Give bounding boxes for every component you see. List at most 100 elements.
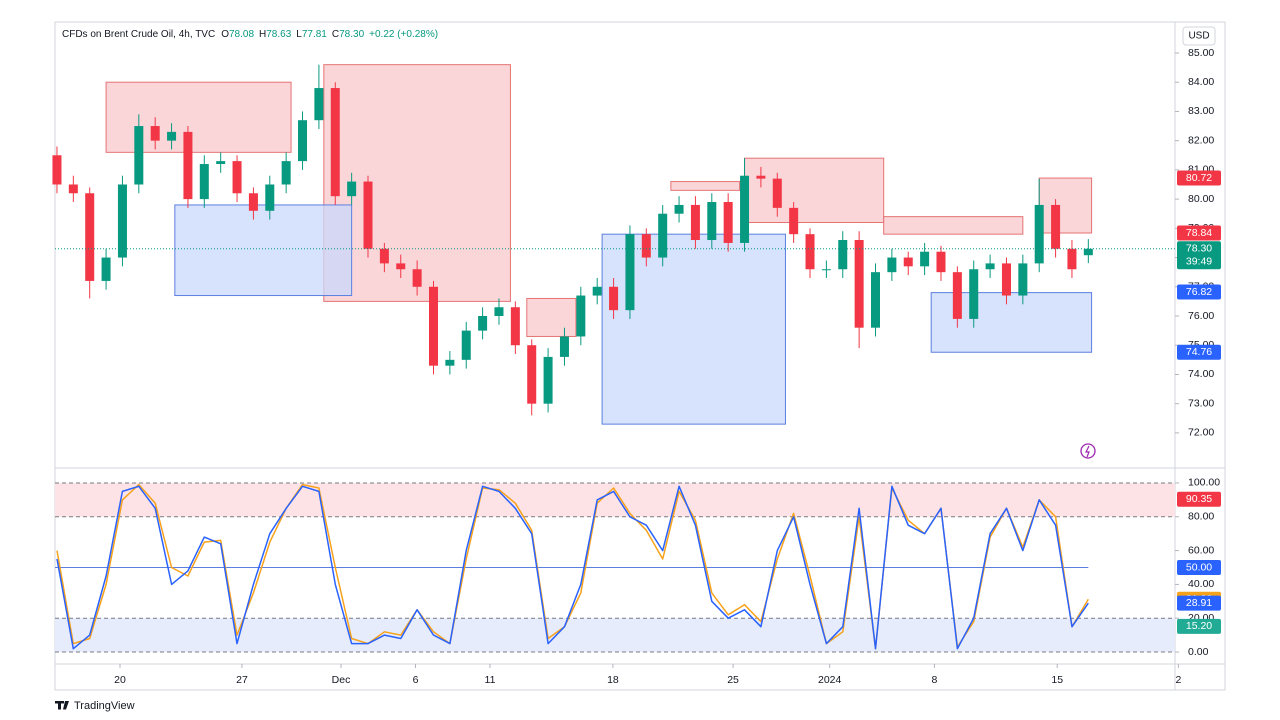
x-tick-label: 2: [1175, 674, 1181, 686]
candle-body: [216, 161, 226, 165]
candle-body: [789, 207, 799, 235]
zone: [105, 81, 292, 153]
price-badge-label: 74.76: [1186, 346, 1212, 358]
candle-body: [625, 234, 635, 311]
ohlc-label: L: [296, 29, 302, 40]
y-tick-label: 76.00: [1188, 310, 1214, 322]
candle-body: [363, 181, 373, 249]
x-tick-label: 20: [114, 674, 126, 686]
price-badge: [1177, 491, 1221, 507]
candle-body: [248, 193, 258, 211]
candle-body: [740, 175, 750, 243]
y-tick-label: 80.00: [1188, 511, 1214, 523]
y-tick-label: 60.00: [1188, 544, 1214, 556]
price-badge-label: 50.00: [1186, 561, 1212, 573]
y-tick-label: 82.00: [1188, 134, 1214, 146]
zone: [1038, 177, 1093, 234]
price-badge: [1177, 170, 1221, 186]
price-badge-label: 76.82: [1186, 286, 1212, 298]
ohlc-label: H: [259, 29, 266, 40]
candle-body: [167, 131, 177, 141]
candle-body: [117, 184, 127, 258]
y-tick-label: 0.00: [1188, 646, 1209, 658]
candle-body: [461, 330, 471, 360]
candle-body: [658, 213, 668, 258]
candle-body: [199, 164, 209, 200]
candle-body: [134, 126, 144, 185]
candle-body: [183, 131, 193, 200]
candle-body: [854, 240, 864, 328]
ohlc-value: 78.63: [266, 29, 291, 40]
ohlc-label: O: [221, 29, 229, 40]
currency-button[interactable]: [1182, 26, 1216, 46]
y-tick-label: 85.00: [1188, 47, 1214, 59]
candle-body: [821, 269, 831, 271]
band: [55, 618, 1175, 653]
candle-body: [1083, 248, 1093, 256]
x-tick-label: 11: [485, 674, 496, 686]
candle-body: [396, 263, 406, 270]
candle-body: [85, 193, 95, 281]
price-badge: [1177, 595, 1221, 611]
ohlc-value: 78.30: [339, 29, 364, 40]
candle-body: [428, 286, 438, 366]
price-badge: [1177, 344, 1221, 360]
brand: TradingView: [74, 700, 135, 712]
candle-body: [920, 251, 930, 267]
y-tick-label: 73.00: [1188, 397, 1214, 409]
candle-body: [772, 178, 782, 208]
price-badge-label: 15.20: [1186, 620, 1212, 632]
y-tick-label: 40.00: [1188, 578, 1214, 590]
candle-body: [1001, 263, 1011, 296]
x-tick-label: 8: [932, 674, 938, 686]
alert-icon[interactable]: [1080, 443, 1096, 459]
candle-body: [510, 307, 520, 346]
candle-body: [690, 204, 700, 241]
candle-body: [871, 272, 881, 328]
price-badge: [1177, 241, 1221, 270]
y-tick-label: 83.00: [1188, 105, 1214, 117]
candle-body: [936, 251, 946, 273]
price-badge: [1177, 560, 1221, 575]
candle-body: [559, 336, 569, 357]
candle-body: [330, 88, 340, 197]
price-badge: [1177, 284, 1221, 300]
candle-body: [1034, 204, 1044, 264]
y-tick-label: 100.00: [1188, 477, 1220, 489]
candle-body: [903, 257, 913, 267]
candle-body: [952, 272, 962, 319]
alert-bolt: [1085, 445, 1090, 458]
candle-body: [985, 263, 995, 270]
candle-body: [232, 161, 242, 194]
band: [55, 482, 1175, 517]
y-tick-label: 80.00: [1188, 193, 1214, 205]
x-tick-label: 2024: [818, 674, 842, 686]
candle-body: [641, 234, 651, 258]
x-tick-label: 27: [236, 674, 248, 686]
oscillator-line: [56, 483, 1089, 650]
candle-body: [543, 356, 553, 404]
change: +0.22 (+0.28%): [369, 29, 438, 40]
candle-body: [412, 269, 422, 287]
candle-body: [723, 202, 733, 243]
zone: [174, 204, 353, 297]
y-tick-label: 72.00: [1188, 427, 1214, 439]
currency[interactable]: USD: [1188, 31, 1209, 42]
countdown: 39:49: [1186, 256, 1212, 268]
candle-body: [445, 359, 455, 366]
price-badge: [1177, 225, 1221, 241]
candle-body: [101, 257, 111, 281]
price-badge-label: 90.35: [1186, 493, 1212, 505]
x-tick-label: 15: [1051, 674, 1063, 686]
candle-body: [281, 161, 291, 185]
candle-body: [756, 175, 766, 179]
candle-body: [838, 240, 848, 270]
ohlc-label: C: [332, 29, 339, 40]
candle-body: [1018, 263, 1028, 296]
legend-header: CFDs on Brent Crude Oil, 4h, TVC O78.08 H7…: [62, 29, 438, 40]
price-badge-label: 80.72: [1186, 172, 1212, 184]
zone: [670, 181, 741, 191]
x-tick-label: 25: [727, 674, 739, 686]
